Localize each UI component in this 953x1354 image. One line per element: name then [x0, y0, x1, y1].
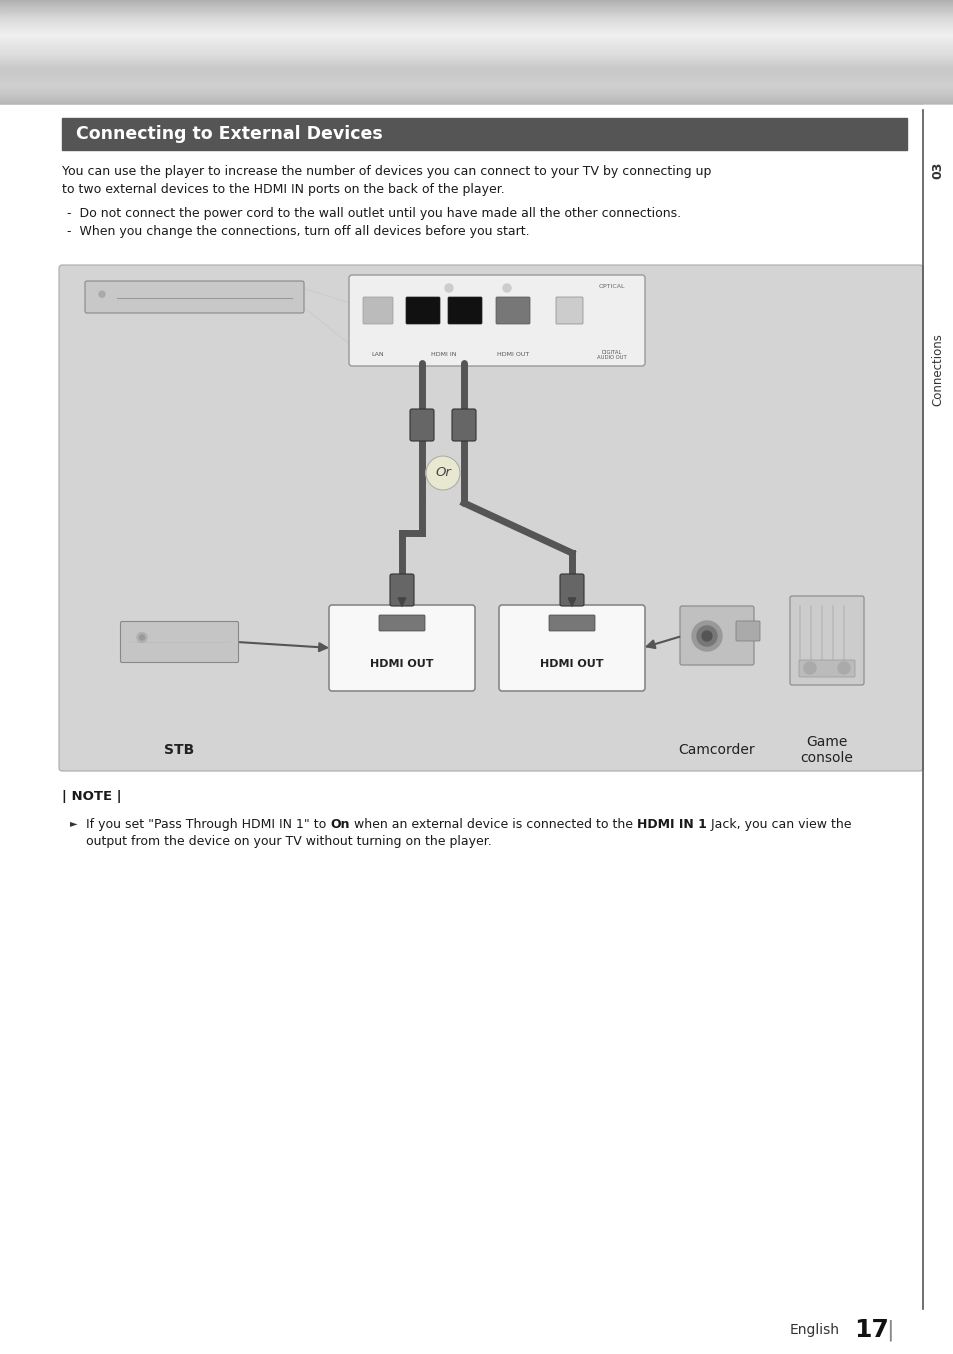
Text: English: English — [789, 1323, 840, 1336]
Text: HDMI OUT: HDMI OUT — [497, 352, 529, 357]
Text: |: | — [885, 1319, 893, 1340]
Text: Or: Or — [435, 467, 451, 479]
Text: On: On — [330, 818, 350, 831]
FancyBboxPatch shape — [85, 282, 304, 313]
FancyBboxPatch shape — [378, 615, 424, 631]
FancyBboxPatch shape — [496, 297, 530, 324]
Text: to two external devices to the HDMI IN ports on the back of the player.: to two external devices to the HDMI IN p… — [62, 183, 504, 196]
Text: OPTICAL: OPTICAL — [598, 283, 624, 288]
FancyBboxPatch shape — [349, 275, 644, 366]
FancyBboxPatch shape — [559, 574, 583, 607]
Text: HDMI OUT: HDMI OUT — [370, 659, 434, 669]
FancyBboxPatch shape — [406, 297, 439, 324]
Circle shape — [426, 456, 459, 490]
Circle shape — [691, 621, 721, 651]
Text: Jack, you can view the: Jack, you can view the — [706, 818, 850, 831]
FancyBboxPatch shape — [548, 615, 595, 631]
Circle shape — [444, 284, 453, 292]
Text: Connecting to External Devices: Connecting to External Devices — [76, 125, 382, 144]
Text: | NOTE |: | NOTE | — [62, 789, 121, 803]
FancyBboxPatch shape — [448, 297, 481, 324]
Text: You can use the player to increase the number of devices you can connect to your: You can use the player to increase the n… — [62, 165, 711, 177]
Circle shape — [502, 284, 511, 292]
Text: -  Do not connect the power cord to the wall outlet until you have made all the : - Do not connect the power cord to the w… — [67, 207, 680, 219]
FancyBboxPatch shape — [59, 265, 923, 770]
Circle shape — [137, 632, 147, 642]
Text: Camcorder: Camcorder — [678, 743, 755, 757]
FancyBboxPatch shape — [799, 659, 854, 677]
Text: 03: 03 — [930, 161, 943, 179]
FancyBboxPatch shape — [498, 605, 644, 691]
FancyBboxPatch shape — [679, 607, 753, 665]
Bar — [923, 106, 953, 1313]
FancyBboxPatch shape — [390, 574, 414, 607]
FancyBboxPatch shape — [329, 605, 475, 691]
Text: -  When you change the connections, turn off all devices before you start.: - When you change the connections, turn … — [67, 225, 529, 238]
FancyBboxPatch shape — [556, 297, 582, 324]
FancyBboxPatch shape — [120, 621, 238, 662]
Text: DIGITAL
AUDIO OUT: DIGITAL AUDIO OUT — [597, 349, 626, 360]
Circle shape — [701, 631, 711, 640]
Circle shape — [139, 635, 144, 640]
Circle shape — [697, 626, 717, 646]
Circle shape — [99, 291, 105, 297]
FancyBboxPatch shape — [410, 409, 434, 441]
Circle shape — [803, 662, 815, 674]
Text: HDMI IN 1: HDMI IN 1 — [636, 818, 706, 831]
Text: when an external device is connected to the: when an external device is connected to … — [350, 818, 636, 831]
Bar — [62, 118, 906, 150]
Text: 17: 17 — [853, 1317, 888, 1342]
FancyBboxPatch shape — [789, 596, 863, 685]
Text: Connections: Connections — [930, 333, 943, 406]
Text: HDMI IN: HDMI IN — [431, 352, 456, 357]
Text: STB: STB — [164, 743, 194, 757]
Text: LAN: LAN — [372, 352, 384, 357]
FancyBboxPatch shape — [735, 621, 760, 640]
FancyBboxPatch shape — [452, 409, 476, 441]
Circle shape — [837, 662, 849, 674]
Text: ►: ► — [70, 818, 77, 829]
Text: HDMI OUT: HDMI OUT — [539, 659, 603, 669]
FancyBboxPatch shape — [363, 297, 393, 324]
Text: Game
console: Game console — [800, 735, 853, 765]
Text: If you set "Pass Through HDMI IN 1" to: If you set "Pass Through HDMI IN 1" to — [86, 818, 330, 831]
Text: output from the device on your TV without turning on the player.: output from the device on your TV withou… — [86, 835, 491, 848]
